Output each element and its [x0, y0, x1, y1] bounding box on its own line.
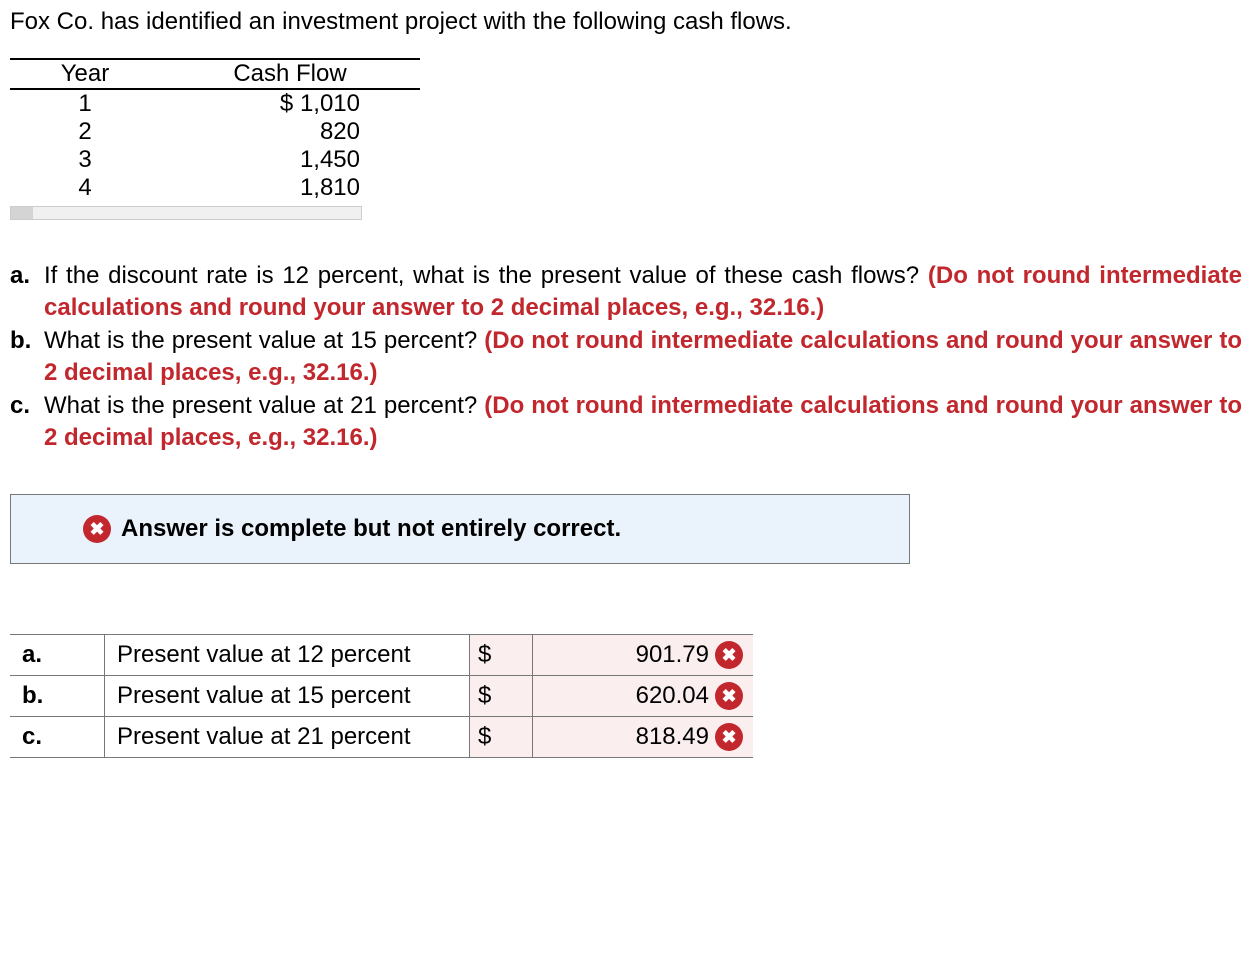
cashflow-value: $ 1,010: [160, 89, 420, 118]
feedback-message: Answer is complete but not entirely corr…: [121, 515, 621, 542]
question-list: a. If the discount rate is 12 percent, w…: [10, 260, 1242, 454]
cashflow-table: Year Cash Flow 1 $ 1,010 2 820 3 1,450 4…: [10, 58, 420, 202]
question-b: b. What is the present value at 15 perce…: [10, 325, 1242, 390]
answer-label: Present value at 15 percent: [105, 676, 470, 717]
incorrect-icon: ✖: [715, 641, 743, 669]
answer-value-cell[interactable]: 620.04 ✖: [533, 676, 754, 717]
table-row: 2 820: [10, 118, 420, 146]
answer-label: Present value at 21 percent: [105, 717, 470, 758]
cashflow-value: 820: [160, 118, 420, 146]
answer-value-cell[interactable]: 818.49 ✖: [533, 717, 754, 758]
table-row: 1 $ 1,010: [10, 89, 420, 118]
answer-label: Present value at 12 percent: [105, 635, 470, 676]
cashflow-year: 4: [10, 174, 160, 202]
question-text: If the discount rate is 12 percent, what…: [44, 262, 919, 289]
answer-currency: $: [470, 635, 533, 676]
cashflow-value: 1,810: [160, 174, 420, 202]
question-letter: b.: [10, 325, 44, 390]
answer-letter: b.: [10, 676, 105, 717]
question-letter: a.: [10, 260, 44, 325]
incorrect-icon: ✖: [715, 682, 743, 710]
question-letter: c.: [10, 390, 44, 455]
horizontal-scrollbar[interactable]: [10, 206, 362, 220]
answer-value: 901.79: [636, 641, 709, 669]
answer-table-spacer: [10, 592, 753, 635]
table-row: 4 1,810: [10, 174, 420, 202]
question-c: c. What is the present value at 21 perce…: [10, 390, 1242, 455]
answer-table: a. Present value at 12 percent $ 901.79 …: [10, 592, 753, 758]
table-row: 3 1,450: [10, 146, 420, 174]
question-a: a. If the discount rate is 12 percent, w…: [10, 260, 1242, 325]
answer-currency: $: [470, 676, 533, 717]
cashflow-header-value: Cash Flow: [160, 59, 420, 89]
answer-letter: c.: [10, 717, 105, 758]
feedback-banner: ✖ Answer is complete but not entirely co…: [10, 494, 910, 564]
answer-letter: a.: [10, 635, 105, 676]
cashflow-value: 1,450: [160, 146, 420, 174]
table-row: c. Present value at 21 percent $ 818.49 …: [10, 717, 753, 758]
incorrect-icon: ✖: [715, 723, 743, 751]
problem-intro: Fox Co. has identified an investment pro…: [10, 8, 1242, 36]
cashflow-header-year: Year: [10, 59, 160, 89]
cashflow-year: 1: [10, 89, 160, 118]
answer-value: 620.04: [636, 682, 709, 710]
answer-currency: $: [470, 717, 533, 758]
answer-value-cell[interactable]: 901.79 ✖: [533, 635, 754, 676]
table-row: a. Present value at 12 percent $ 901.79 …: [10, 635, 753, 676]
question-text: What is the present value at 15 percent?: [44, 327, 477, 354]
cashflow-year: 2: [10, 118, 160, 146]
incorrect-icon: ✖: [83, 515, 111, 543]
question-text: What is the present value at 21 percent?: [44, 392, 477, 419]
table-row: b. Present value at 15 percent $ 620.04 …: [10, 676, 753, 717]
cashflow-year: 3: [10, 146, 160, 174]
answer-value: 818.49: [636, 723, 709, 751]
